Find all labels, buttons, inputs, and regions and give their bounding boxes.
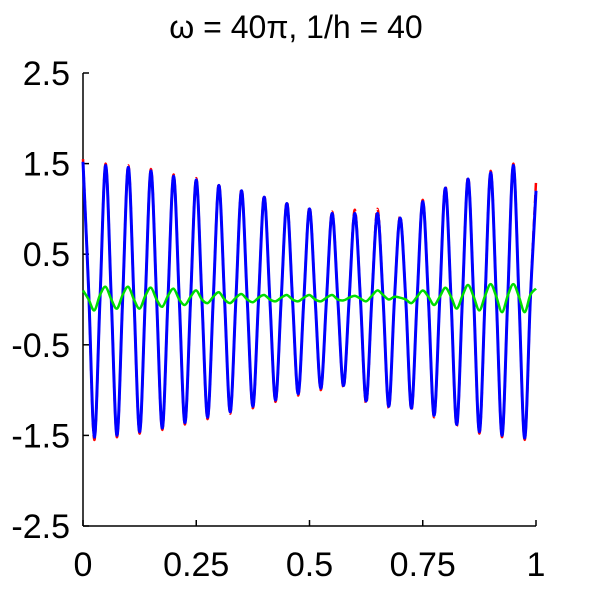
y-tick-label: 0.5 (23, 236, 70, 274)
series-blue-line (81, 161, 538, 440)
series-green-line (81, 282, 537, 314)
x-tick-label: 0.75 (390, 546, 456, 584)
x-tick-label: 0.25 (163, 546, 229, 584)
x-tick-label: 0.5 (286, 546, 333, 584)
series-red-dashed-line (81, 159, 538, 442)
axes (82, 73, 536, 527)
y-tick-label: 2.5 (23, 55, 70, 93)
y-tick-label: -0.5 (11, 327, 70, 365)
series-lines (81, 159, 538, 442)
x-tick-label: 1 (527, 546, 546, 584)
y-tick-label: 1.5 (23, 146, 70, 184)
y-tick-label: -1.5 (11, 417, 70, 455)
y-tick-label: -2.5 (11, 508, 70, 546)
x-ticks: 0 0.25 0.5 0.75 1 (74, 520, 546, 584)
y-ticks: -2.5 -1.5 -0.5 0.5 1.5 2.5 (11, 55, 89, 546)
x-tick-label: 0 (74, 546, 93, 584)
chart-title: ω = 40π, 1/h = 40 (169, 9, 422, 45)
